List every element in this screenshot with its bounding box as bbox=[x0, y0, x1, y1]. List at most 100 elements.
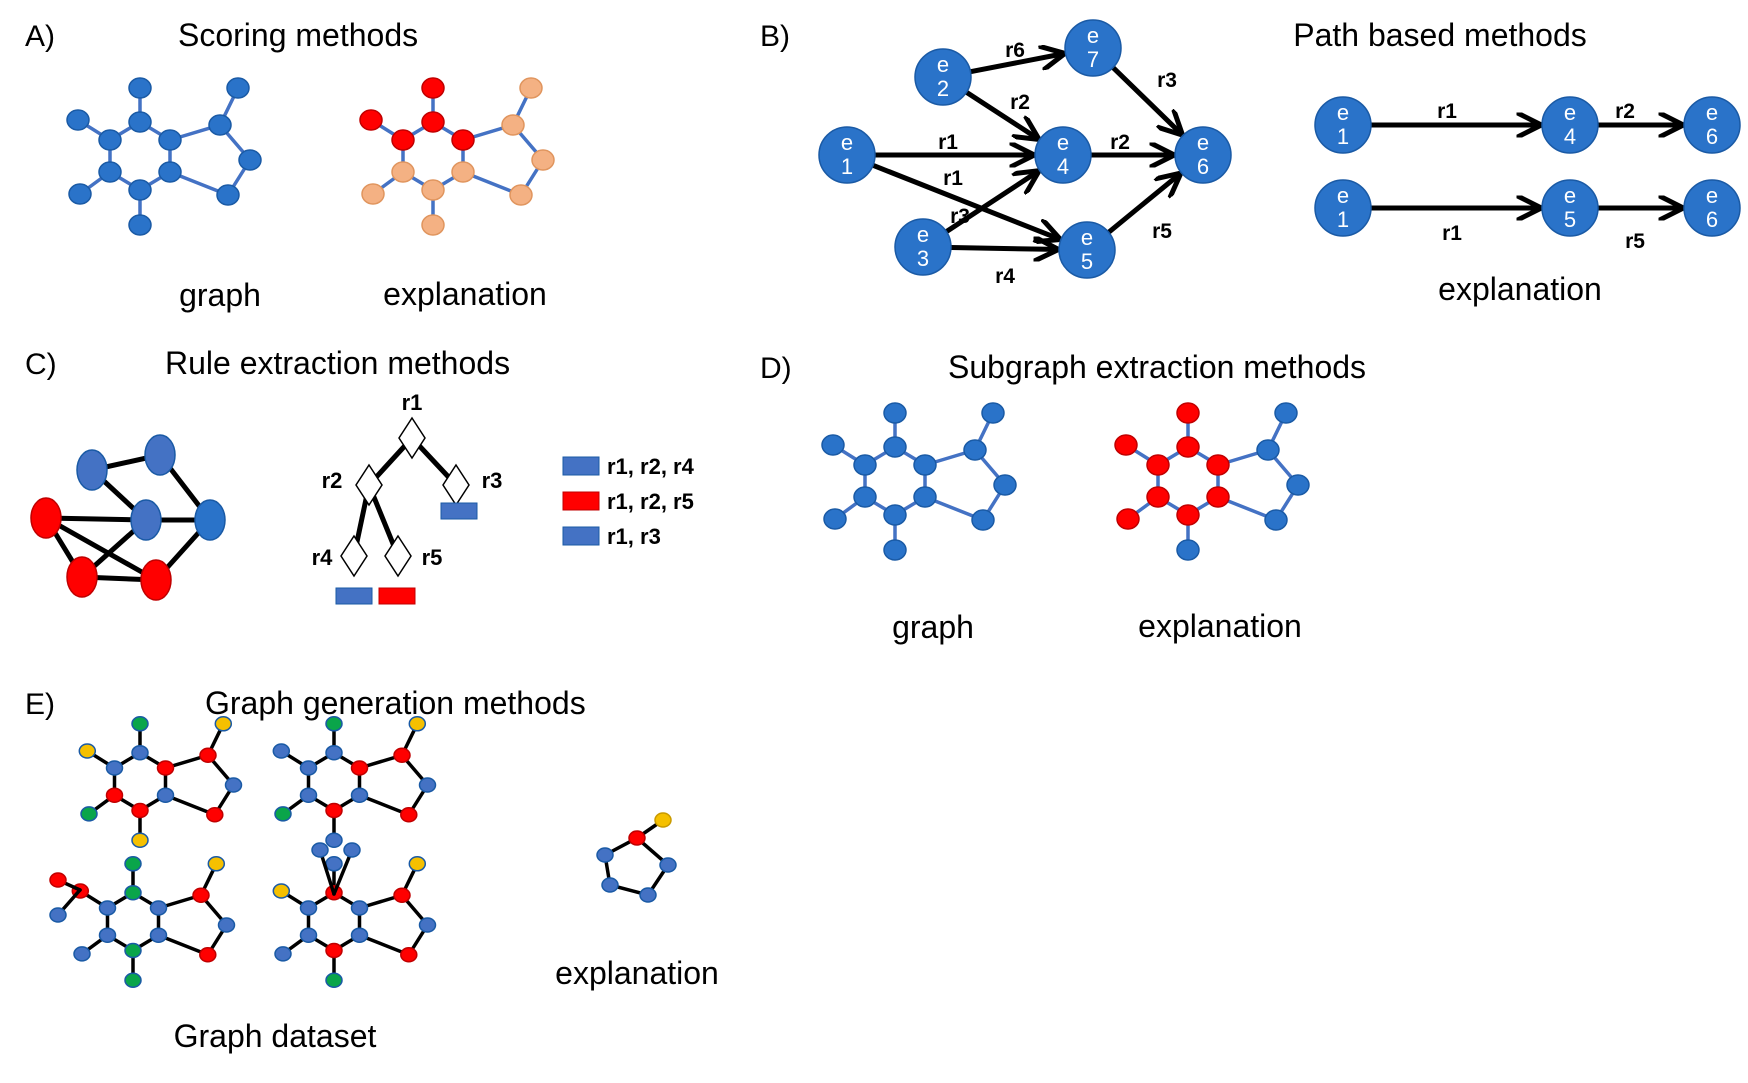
panel-e-title: Graph generation methods bbox=[205, 685, 586, 721]
panel-b-title: Path based methods bbox=[1293, 17, 1587, 53]
b-node-e4 bbox=[1034, 126, 1092, 184]
e-mol4-node bbox=[393, 887, 411, 903]
panel-b: B) Path based methods r6 r2 r1 r1 r3 r4 r2 r3 r5… bbox=[760, 17, 1741, 307]
d-graph-node bbox=[913, 486, 937, 508]
e-mol4-branch bbox=[332, 848, 354, 896]
b-edge-label: r2 bbox=[1110, 131, 1130, 154]
a-graph-node bbox=[158, 129, 182, 151]
b-path-node-letter: e bbox=[1706, 100, 1718, 125]
b-edge-e5-e6 bbox=[1106, 175, 1179, 235]
e-mol1-node bbox=[199, 747, 217, 763]
b-edge-label: r1 bbox=[938, 131, 958, 154]
d-graph-node bbox=[913, 454, 937, 476]
b-path-node bbox=[1683, 179, 1741, 237]
e-mol1-node bbox=[78, 743, 97, 759]
panel-a-label: A) bbox=[25, 20, 55, 53]
b-node-number: 4 bbox=[1057, 154, 1069, 179]
e-expl-node bbox=[659, 857, 677, 873]
panel-c-decision-tree: r1 r2 r3 r4 r5 bbox=[312, 390, 502, 605]
e-mol3-node bbox=[98, 927, 117, 943]
b-node-e6 bbox=[1174, 126, 1232, 184]
e-mol1-node bbox=[214, 716, 233, 732]
b-node-number: 7 bbox=[1087, 47, 1099, 72]
panel-e: E) Graph generation methods Graph datase… bbox=[25, 685, 719, 1054]
e-mol2-edge bbox=[357, 793, 411, 817]
e-mol2-node bbox=[418, 777, 437, 793]
b-node-letter: e bbox=[1057, 130, 1069, 155]
panel-a-caption-graph: graph bbox=[179, 277, 261, 313]
e-mol1-node bbox=[80, 806, 98, 822]
e-mol2-node bbox=[350, 787, 369, 803]
a-graph-node bbox=[216, 184, 240, 206]
b-node-letter: e bbox=[1087, 23, 1099, 48]
e-mol2-node bbox=[350, 760, 369, 776]
e-mol2-node bbox=[408, 716, 427, 732]
c-legend-swatch bbox=[562, 491, 600, 511]
d-expl-node bbox=[1274, 402, 1298, 424]
e-mol4-node bbox=[311, 842, 329, 858]
panel-b-label: B) bbox=[760, 20, 790, 53]
b-node-e5 bbox=[1058, 221, 1116, 279]
e-mol4-node bbox=[325, 856, 343, 872]
e-mol3-node bbox=[98, 900, 117, 916]
a-graph-node bbox=[128, 179, 152, 201]
c-legend-text: r1, r2, r5 bbox=[607, 489, 694, 514]
a-expl-node bbox=[391, 161, 415, 183]
c-graph-node bbox=[144, 434, 176, 476]
e-mol3-node bbox=[49, 907, 67, 923]
panel-d-label: D) bbox=[760, 352, 792, 385]
d-graph-node bbox=[963, 439, 987, 461]
b-node-letter: e bbox=[1197, 130, 1209, 155]
e-mol3-node bbox=[49, 872, 67, 888]
e-mol3-node bbox=[199, 947, 217, 963]
e-mol1-node bbox=[131, 832, 149, 848]
e-mol2-node bbox=[325, 744, 343, 761]
e-mol3-node bbox=[124, 884, 142, 901]
b-edge-e2-e7 bbox=[967, 54, 1062, 75]
b-path-label: r1 bbox=[1442, 222, 1462, 245]
e-mol1-node bbox=[131, 744, 149, 761]
e-mol3-node bbox=[73, 946, 91, 962]
a-expl-node bbox=[451, 129, 475, 151]
d-graph-node bbox=[883, 539, 907, 561]
e-mol4-node bbox=[408, 856, 427, 872]
b-edge-e7-e6 bbox=[1110, 65, 1181, 134]
a-graph-node bbox=[98, 129, 122, 151]
a-expl-node bbox=[451, 161, 475, 183]
panel-a-caption-explanation: explanation bbox=[383, 276, 547, 312]
e-mol4-node bbox=[272, 883, 291, 899]
panel-c-label: C) bbox=[25, 348, 57, 381]
e-mol3-node bbox=[207, 856, 226, 872]
d-expl-node bbox=[1114, 434, 1138, 456]
panel-b-caption: explanation bbox=[1438, 271, 1602, 307]
b-path-node-letter: e bbox=[1706, 183, 1718, 208]
a-expl-node bbox=[421, 179, 445, 201]
c-graph-edge bbox=[43, 515, 159, 583]
b-node-number: 6 bbox=[1197, 154, 1209, 179]
b-path-node-letter: e bbox=[1564, 183, 1576, 208]
c-tree-label: r4 bbox=[312, 545, 334, 570]
b-path-node-letter: e bbox=[1337, 100, 1349, 125]
panel-d-graph bbox=[821, 402, 1017, 561]
c-tree-decision-node bbox=[355, 463, 383, 507]
b-edge-label: r3 bbox=[1157, 69, 1177, 92]
b-node-letter: e bbox=[917, 222, 929, 247]
e-mol3-node bbox=[149, 900, 168, 916]
b-edge-label: r6 bbox=[1005, 39, 1025, 62]
a-graph-node bbox=[68, 183, 92, 205]
d-expl-node bbox=[1206, 486, 1230, 508]
b-node-e3 bbox=[894, 218, 952, 276]
d-graph-node bbox=[981, 402, 1005, 424]
b-path-node-number: 4 bbox=[1564, 124, 1576, 149]
a-graph-node bbox=[128, 77, 152, 99]
a-graph-node bbox=[158, 161, 182, 183]
e-mol4-node bbox=[350, 900, 369, 916]
b-edge-e3-e4 bbox=[943, 172, 1037, 235]
panel-d-explanation-graph bbox=[1114, 402, 1310, 561]
panel-d-caption-explanation: explanation bbox=[1138, 608, 1302, 644]
c-tree-decision-node bbox=[442, 463, 470, 507]
d-graph-node bbox=[883, 436, 907, 458]
d-graph-node bbox=[971, 509, 995, 531]
e-expl-node bbox=[639, 887, 657, 903]
d-graph-node bbox=[993, 474, 1017, 496]
